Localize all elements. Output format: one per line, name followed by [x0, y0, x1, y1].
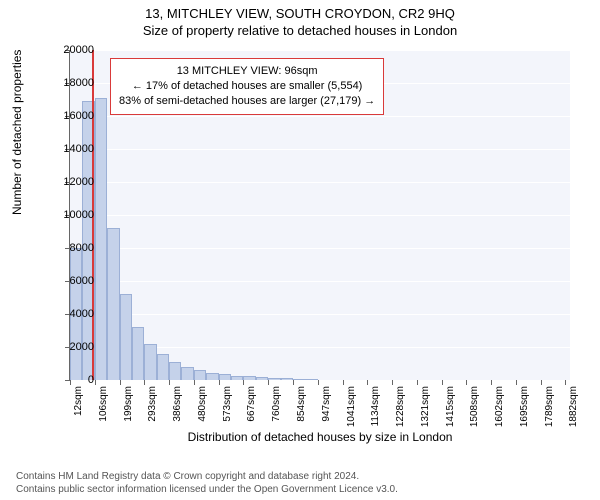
- x-tick-mark: [144, 380, 145, 385]
- x-tick-label: 386sqm: [172, 386, 183, 422]
- x-tick-label: 667sqm: [246, 386, 257, 422]
- histogram-chart: 12sqm106sqm199sqm293sqm386sqm480sqm573sq…: [70, 50, 570, 380]
- histogram-bar: [256, 377, 268, 380]
- x-tick-mark: [243, 380, 244, 385]
- footer-line-2: Contains public sector information licen…: [16, 483, 398, 496]
- gridline: [70, 116, 570, 117]
- x-tick-mark: [565, 380, 566, 385]
- x-tick-label: 1695sqm: [519, 386, 530, 427]
- x-tick-label: 480sqm: [197, 386, 208, 422]
- histogram-bar: [132, 327, 144, 380]
- x-tick-mark: [268, 380, 269, 385]
- histogram-bar: [305, 379, 317, 380]
- x-tick-label: 106sqm: [98, 386, 109, 422]
- y-tick-label: 8000: [44, 242, 94, 254]
- x-tick-label: 293sqm: [147, 386, 158, 422]
- histogram-bar: [243, 376, 255, 380]
- y-tick-label: 10000: [44, 209, 94, 221]
- x-tick-label: 199sqm: [123, 386, 134, 422]
- y-tick-label: 0: [44, 374, 94, 386]
- annotation-line: ← 17% of detached houses are smaller (5,…: [119, 79, 375, 94]
- histogram-bar: [120, 294, 132, 380]
- gridline: [70, 182, 570, 183]
- histogram-bar: [231, 376, 243, 380]
- x-tick-mark: [120, 380, 121, 385]
- x-tick-label: 1415sqm: [445, 386, 456, 427]
- x-tick-mark: [194, 380, 195, 385]
- x-tick-mark: [95, 380, 96, 385]
- x-tick-mark: [293, 380, 294, 385]
- histogram-bar: [281, 378, 293, 380]
- y-tick-label: 20000: [44, 44, 94, 56]
- x-tick-label: 1882sqm: [568, 386, 579, 427]
- x-tick-mark: [169, 380, 170, 385]
- y-axis-label: Number of detached properties: [10, 50, 24, 215]
- property-annotation: 13 MITCHLEY VIEW: 96sqm← 17% of detached…: [110, 58, 384, 115]
- annotation-line: 13 MITCHLEY VIEW: 96sqm: [119, 64, 375, 79]
- x-tick-mark: [442, 380, 443, 385]
- annotation-line: 83% of semi-detached houses are larger (…: [119, 94, 375, 109]
- histogram-bar: [169, 362, 181, 380]
- histogram-bar: [181, 367, 193, 380]
- y-tick-label: 14000: [44, 143, 94, 155]
- gridline: [70, 314, 570, 315]
- x-tick-mark: [541, 380, 542, 385]
- page-subtitle: Size of property relative to detached ho…: [0, 21, 600, 38]
- x-tick-mark: [417, 380, 418, 385]
- x-tick-mark: [367, 380, 368, 385]
- gridline: [70, 50, 570, 51]
- y-tick-label: 16000: [44, 110, 94, 122]
- y-tick-label: 6000: [44, 275, 94, 287]
- histogram-bar: [268, 378, 280, 380]
- x-tick-mark: [219, 380, 220, 385]
- y-tick-label: 12000: [44, 176, 94, 188]
- histogram-bar: [157, 354, 169, 380]
- x-tick-mark: [343, 380, 344, 385]
- x-axis-label: Distribution of detached houses by size …: [70, 430, 570, 444]
- x-tick-label: 1508sqm: [469, 386, 480, 427]
- x-tick-mark: [392, 380, 393, 385]
- gridline: [70, 215, 570, 216]
- histogram-bar: [293, 379, 305, 380]
- x-tick-label: 1041sqm: [346, 386, 357, 427]
- histogram-bar: [95, 98, 107, 380]
- x-tick-label: 1321sqm: [420, 386, 431, 427]
- x-tick-label: 947sqm: [321, 386, 332, 422]
- x-tick-label: 1134sqm: [370, 386, 381, 426]
- x-tick-label: 1228sqm: [395, 386, 406, 427]
- x-tick-mark: [466, 380, 467, 385]
- y-tick-label: 2000: [44, 341, 94, 353]
- footer-attribution: Contains HM Land Registry data © Crown c…: [16, 470, 398, 496]
- x-tick-mark: [491, 380, 492, 385]
- histogram-bar: [194, 370, 206, 380]
- x-tick-label: 760sqm: [271, 386, 282, 422]
- gridline: [70, 281, 570, 282]
- gridline: [70, 149, 570, 150]
- page-title: 13, MITCHLEY VIEW, SOUTH CROYDON, CR2 9H…: [0, 0, 600, 21]
- x-tick-label: 1602sqm: [494, 386, 505, 427]
- histogram-bar: [107, 228, 119, 380]
- x-tick-label: 854sqm: [296, 386, 307, 422]
- x-tick-label: 1789sqm: [544, 386, 555, 427]
- x-tick-mark: [516, 380, 517, 385]
- x-tick-mark: [318, 380, 319, 385]
- histogram-bar: [219, 374, 231, 380]
- histogram-bar: [144, 344, 156, 380]
- gridline: [70, 248, 570, 249]
- x-tick-label: 12sqm: [73, 386, 84, 416]
- x-tick-label: 573sqm: [222, 386, 233, 422]
- histogram-bar: [206, 373, 218, 380]
- y-tick-label: 18000: [44, 77, 94, 89]
- footer-line-1: Contains HM Land Registry data © Crown c…: [16, 470, 398, 483]
- y-tick-label: 4000: [44, 308, 94, 320]
